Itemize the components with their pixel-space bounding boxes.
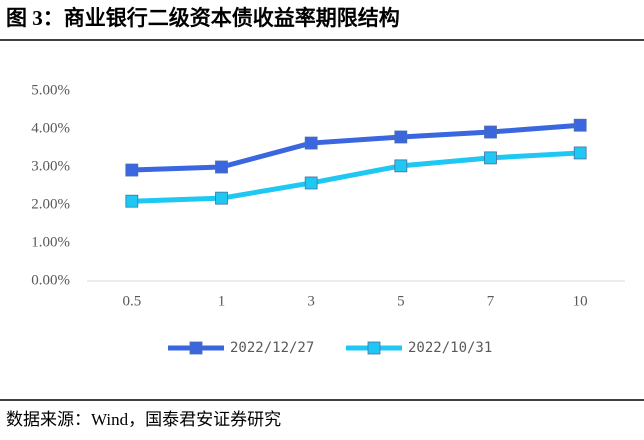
point-marker [215, 191, 228, 205]
point-marker [573, 146, 587, 160]
point-marker [394, 159, 408, 173]
legend-marker [367, 341, 381, 355]
point-marker [215, 160, 228, 174]
y-tick-label: 1.00% [31, 234, 70, 250]
legend-label: 2022/12/27 [230, 340, 314, 356]
point-marker [125, 194, 139, 208]
legend-label: 2022/10/31 [408, 340, 492, 356]
y-tick-label: 3.00% [31, 158, 70, 174]
point-marker [125, 163, 139, 177]
point-marker [484, 151, 497, 165]
y-tick-label: 4.00% [31, 120, 70, 136]
point-marker [573, 118, 587, 132]
x-tick-label: 10 [573, 293, 588, 309]
legend-marker [189, 341, 203, 355]
point-marker [484, 125, 497, 139]
x-tick-label: 0.5 [122, 293, 141, 309]
point-marker [304, 176, 318, 190]
series-line [131, 150, 581, 204]
x-tick-label: 3 [307, 293, 315, 309]
point-marker [394, 130, 408, 144]
series-line [131, 122, 581, 173]
chart-title: 图 3：商业银行二级资本债收益率期限结构 [6, 6, 400, 30]
y-tick-label: 2.00% [31, 196, 70, 212]
y-tick-label: 5.00% [31, 82, 70, 98]
source-note: 数据来源：Wind，国泰君安证券研究 [6, 410, 281, 429]
y-tick-label: 0.00% [31, 272, 70, 288]
x-tick-label: 7 [487, 293, 495, 309]
x-tick-label: 1 [218, 293, 226, 309]
x-tick-label: 5 [397, 293, 405, 309]
point-marker [304, 136, 318, 150]
